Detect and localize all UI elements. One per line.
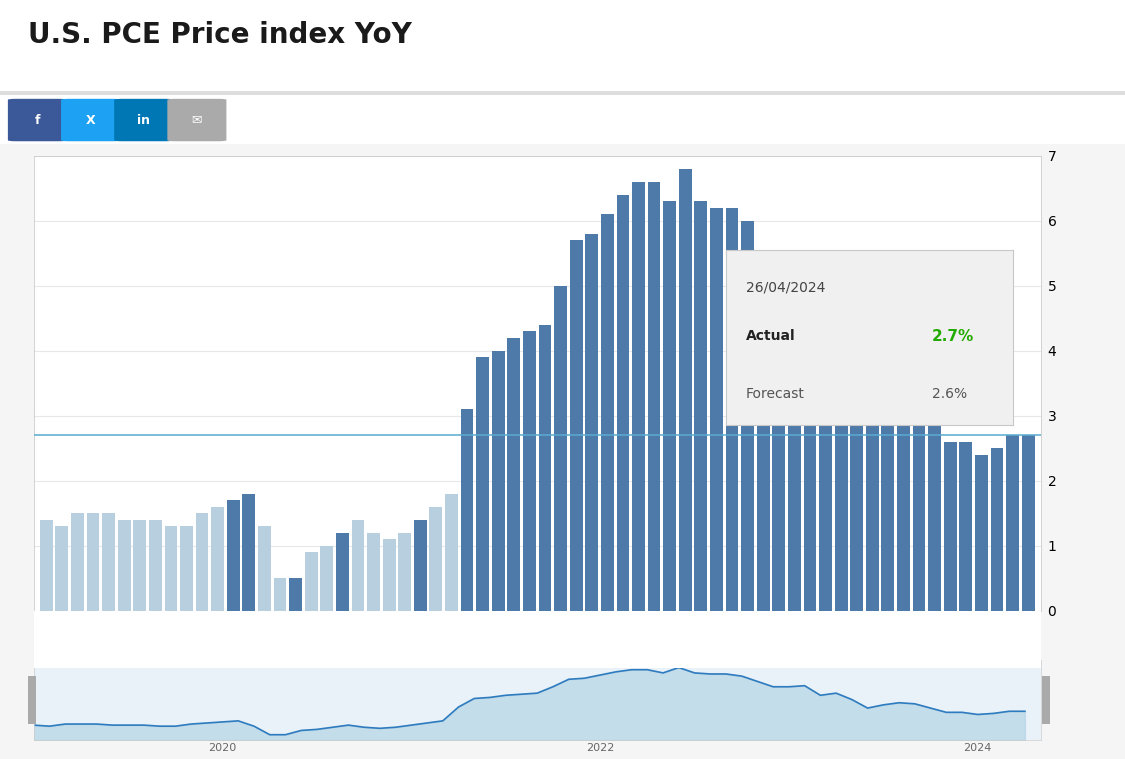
Text: X: X	[86, 114, 96, 127]
Bar	[305, 553, 317, 611]
Bar	[321, 546, 333, 611]
Bar	[788, 285, 801, 611]
Bar	[710, 208, 723, 611]
Bar	[476, 357, 489, 611]
Bar	[351, 520, 364, 611]
Bar	[273, 578, 287, 611]
FancyBboxPatch shape	[61, 99, 120, 141]
Bar	[741, 221, 754, 611]
Bar	[555, 285, 567, 611]
Text: 2.6%: 2.6%	[933, 386, 968, 401]
Bar	[118, 520, 130, 611]
Bar	[1022, 436, 1035, 611]
Bar	[616, 194, 629, 611]
Bar	[164, 527, 178, 611]
Bar	[648, 181, 660, 611]
Bar	[601, 214, 614, 611]
Bar	[430, 507, 442, 611]
Bar	[1006, 436, 1019, 611]
Bar	[71, 513, 83, 611]
Text: 26/04/2024: 26/04/2024	[746, 280, 825, 294]
Text: f: f	[35, 114, 40, 127]
FancyBboxPatch shape	[115, 99, 173, 141]
Bar	[850, 364, 863, 611]
Bar	[803, 279, 817, 611]
Bar	[102, 513, 115, 611]
Bar	[585, 234, 598, 611]
Bar	[460, 409, 474, 611]
Bar	[944, 442, 956, 611]
Text: Actual: Actual	[746, 329, 795, 343]
Bar	[367, 533, 380, 611]
Bar	[632, 181, 645, 611]
Bar	[446, 494, 458, 611]
Bar	[243, 494, 255, 611]
Bar	[726, 208, 738, 611]
Bar	[398, 533, 411, 611]
Bar	[539, 325, 551, 611]
FancyBboxPatch shape	[168, 99, 226, 141]
Bar	[258, 527, 271, 611]
Bar	[773, 285, 785, 611]
Bar	[523, 331, 536, 611]
Bar	[39, 520, 53, 611]
Bar	[960, 442, 972, 611]
Bar	[55, 527, 69, 611]
Bar	[757, 254, 770, 611]
FancyBboxPatch shape	[8, 99, 68, 141]
Text: U.S. PCE Price index YoY: U.S. PCE Price index YoY	[28, 20, 412, 49]
Bar	[134, 520, 146, 611]
Bar	[212, 507, 224, 611]
Bar	[382, 540, 396, 611]
Bar	[492, 351, 505, 611]
Bar	[87, 513, 99, 611]
Bar	[912, 390, 926, 611]
Bar	[148, 520, 162, 611]
Bar	[180, 527, 192, 611]
Bar	[664, 201, 676, 611]
Text: 2.7%: 2.7%	[933, 329, 974, 344]
Bar	[678, 168, 692, 611]
Bar	[569, 240, 583, 611]
Bar	[196, 513, 208, 611]
Bar	[289, 578, 302, 611]
Bar	[227, 500, 240, 611]
Bar	[897, 383, 910, 611]
Bar	[835, 325, 847, 611]
Bar	[336, 533, 349, 611]
Bar	[882, 396, 894, 611]
Bar	[975, 455, 988, 611]
Bar	[819, 338, 831, 611]
Bar	[928, 416, 940, 611]
Text: in: in	[137, 114, 151, 127]
Bar	[991, 449, 1004, 611]
Text: ✉: ✉	[191, 114, 202, 127]
Text: Forecast: Forecast	[746, 386, 804, 401]
Bar	[414, 520, 426, 611]
Bar	[507, 338, 520, 611]
Bar	[866, 416, 879, 611]
Bar	[694, 201, 708, 611]
